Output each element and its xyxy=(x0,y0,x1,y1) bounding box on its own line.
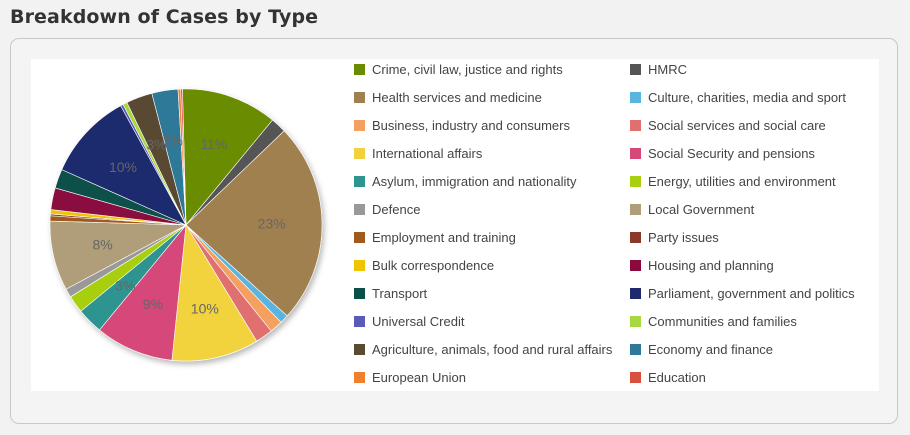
legend-label: Universal Credit xyxy=(372,313,465,329)
legend-swatch xyxy=(354,63,365,75)
legend-item[interactable]: Universal Credit xyxy=(354,311,464,331)
legend-swatch xyxy=(354,91,365,103)
slice-data-label: 23% xyxy=(258,216,286,232)
legend-swatch xyxy=(630,203,641,215)
legend-swatch xyxy=(354,203,365,215)
legend-label: HMRC xyxy=(648,61,687,77)
legend-item[interactable]: Housing and planning xyxy=(630,255,774,275)
legend-label: Economy and finance xyxy=(648,341,774,357)
legend-swatch xyxy=(354,231,365,243)
legend-swatch xyxy=(630,231,641,243)
legend-swatch xyxy=(354,175,365,187)
legend-label: Agriculture, animals, food and rural aff… xyxy=(372,341,613,357)
legend-swatch xyxy=(630,63,641,75)
pie-slice[interactable] xyxy=(171,224,258,362)
legend-label: International affairs xyxy=(372,145,483,161)
pie-slice[interactable] xyxy=(61,105,187,226)
legend-swatch xyxy=(630,287,641,299)
legend-label: Local Government xyxy=(648,201,755,217)
legend-item[interactable]: Social services and social care xyxy=(630,115,826,135)
legend-label: Culture, charities, media and sport xyxy=(648,89,846,105)
legend-swatch xyxy=(354,315,365,327)
legend-swatch xyxy=(354,287,365,299)
legend-swatch xyxy=(630,175,641,187)
legend-swatch xyxy=(354,343,365,355)
legend-label: Social services and social care xyxy=(648,117,826,133)
legend-label: Party issues xyxy=(648,229,719,245)
pie-slice[interactable] xyxy=(182,88,273,226)
legend-label: Employment and training xyxy=(372,229,516,245)
slice-data-label: 11% xyxy=(200,136,227,152)
legend-item[interactable]: Crime, civil law, justice and rights xyxy=(354,59,563,79)
legend-label: Housing and planning xyxy=(648,257,774,273)
legend-label: Parliament, government and politics xyxy=(648,285,855,301)
legend-label: Health services and medicine xyxy=(372,89,542,105)
legend-item[interactable]: Local Government xyxy=(630,199,754,219)
page-title: Breakdown of Cases by Type xyxy=(10,6,319,28)
legend-label: Defence xyxy=(372,201,421,217)
legend-item[interactable]: Party issues xyxy=(630,227,719,247)
legend-item[interactable]: International affairs xyxy=(354,143,482,163)
legend-item[interactable]: Asylum, immigration and nationality xyxy=(354,171,576,191)
legend-item[interactable]: Transport xyxy=(354,283,427,303)
legend-item[interactable]: European Union xyxy=(354,367,466,387)
legend-item[interactable]: Economy and finance xyxy=(630,339,773,359)
legend-swatch xyxy=(354,259,365,271)
legend-label: Crime, civil law, justice and rights xyxy=(372,61,563,77)
legend-label: Bulk correspondence xyxy=(372,257,495,273)
legend-label: Asylum, immigration and nationality xyxy=(372,173,577,189)
legend-swatch xyxy=(354,147,365,159)
legend-swatch xyxy=(630,91,641,103)
legend-label: Transport xyxy=(372,285,428,301)
slice-data-label: 8% xyxy=(92,237,112,253)
legend-swatch xyxy=(630,343,641,355)
legend-swatch xyxy=(630,147,641,159)
legend-item[interactable]: Defence xyxy=(354,199,420,219)
legend-item[interactable]: Energy, utilities and environment xyxy=(630,171,836,191)
legend-item[interactable]: Bulk correspondence xyxy=(354,255,494,275)
legend-swatch xyxy=(630,119,641,131)
pie-slice[interactable] xyxy=(99,224,187,361)
legend-item[interactable]: Health services and medicine xyxy=(354,87,542,107)
legend-label: European Union xyxy=(372,369,466,385)
legend-item[interactable]: HMRC xyxy=(630,59,687,79)
legend-item[interactable]: Agriculture, animals, food and rural aff… xyxy=(354,339,612,359)
legend-swatch xyxy=(630,259,641,271)
slice-data-label: 3% xyxy=(163,132,183,148)
slice-data-label: 3% xyxy=(146,137,166,153)
legend-item[interactable]: Business, industry and consumers xyxy=(354,115,570,135)
pie-slice[interactable] xyxy=(185,130,323,317)
legend-swatch xyxy=(630,315,641,327)
legend-item[interactable]: Parliament, government and politics xyxy=(630,283,855,303)
pie-chart[interactable]: 11%23%10%9%3%8%10%3%3% xyxy=(31,59,351,391)
pie-slice[interactable] xyxy=(180,88,187,226)
slice-data-label: 10% xyxy=(191,301,219,317)
slice-data-label: 9% xyxy=(143,296,163,312)
slice-data-label: 3% xyxy=(115,278,135,294)
legend-item[interactable]: Employment and training xyxy=(354,227,516,247)
legend-item[interactable]: Communities and families xyxy=(630,311,797,331)
slice-data-label: 10% xyxy=(109,159,137,175)
legend-label: Communities and families xyxy=(648,313,797,329)
legend-label: Social Security and pensions xyxy=(648,145,815,161)
legend-label: Education xyxy=(648,369,706,385)
legend-swatch xyxy=(354,371,365,383)
legend-item[interactable]: Culture, charities, media and sport xyxy=(630,87,846,107)
legend-swatch xyxy=(630,371,641,383)
legend-label: Energy, utilities and environment xyxy=(648,173,836,189)
legend-label: Business, industry and consumers xyxy=(372,117,570,133)
legend-item[interactable]: Education xyxy=(630,367,706,387)
legend-swatch xyxy=(354,119,365,131)
legend-item[interactable]: Social Security and pensions xyxy=(630,143,815,163)
